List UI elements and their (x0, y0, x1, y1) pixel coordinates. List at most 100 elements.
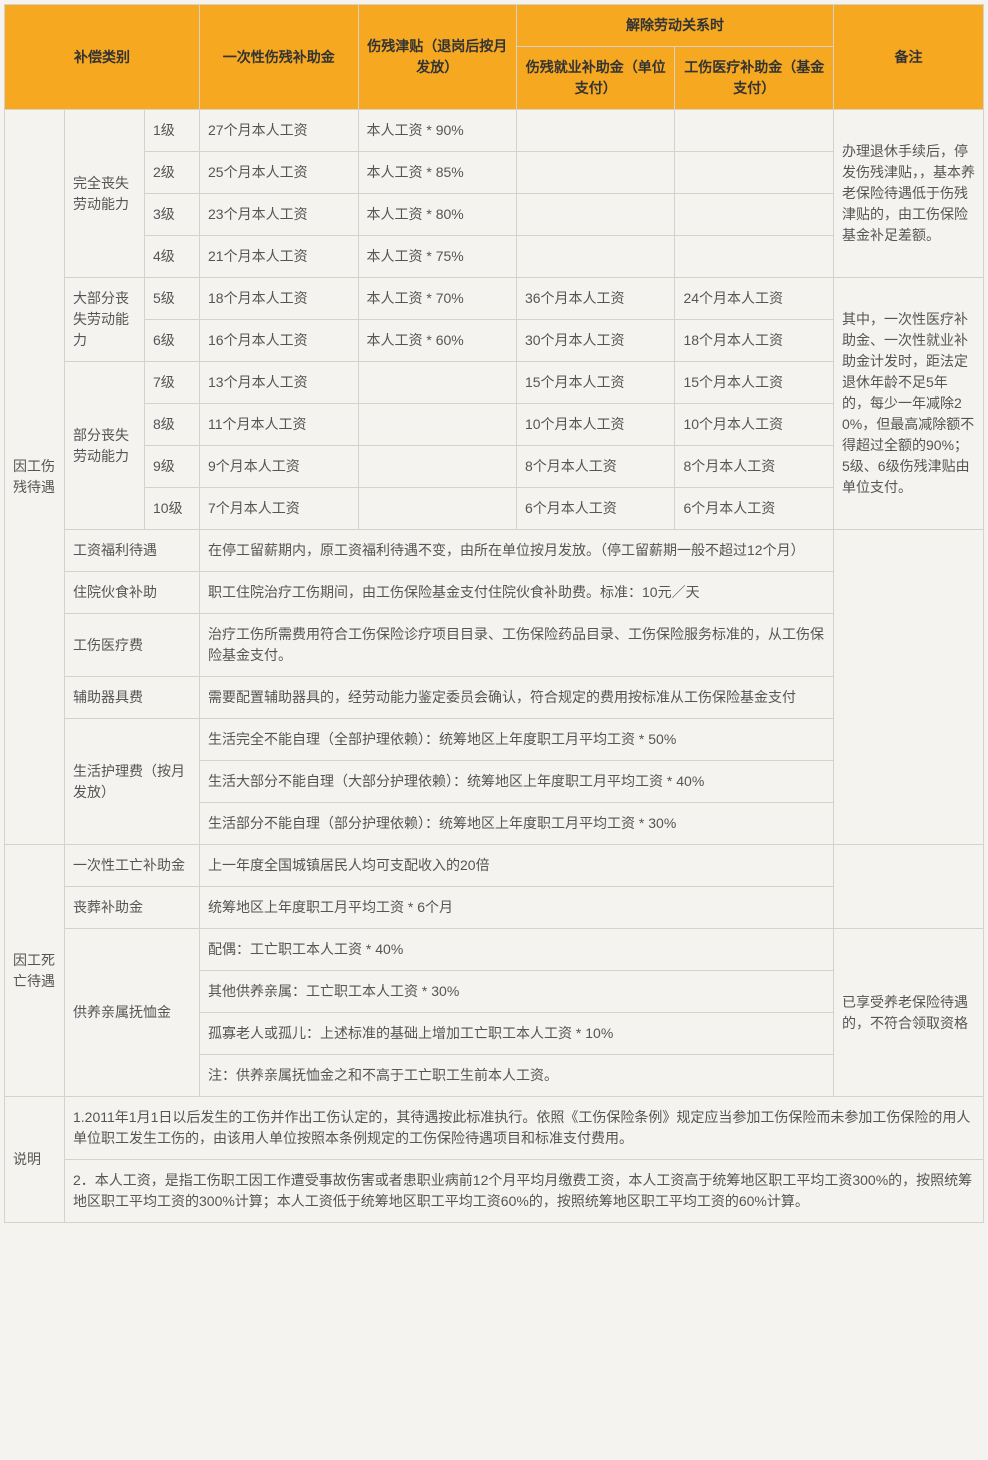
val: 24个月本人工资 (675, 278, 834, 320)
val: 本人工资 * 90% (358, 110, 516, 152)
val: 本人工资 * 60% (358, 320, 516, 362)
compensation-table: 补偿类别 一次性伤残补助金 伤残津贴（退岗后按月发放） 解除劳动关系时 备注 伤… (4, 4, 984, 1223)
label: 工伤医疗费 (65, 614, 200, 677)
label: 工资福利待遇 (65, 530, 200, 572)
val: 6个月本人工资 (516, 488, 674, 530)
val: 注：供养亲属抚恤金之和不高于工亡职工生前本人工资。 (200, 1055, 834, 1097)
lvl: 7级 (145, 362, 200, 404)
label: 住院伙食补助 (65, 572, 200, 614)
val: 23个月本人工资 (200, 194, 358, 236)
val: 10个月本人工资 (516, 404, 674, 446)
row-death-once: 因工死亡待遇 一次性工亡补助金 上一年度全国城镇居民人均可支配收入的20倍 (5, 845, 984, 887)
val: 36个月本人工资 (516, 278, 674, 320)
empty (358, 488, 516, 530)
label: 辅助器具费 (65, 677, 200, 719)
val: 本人工资 * 75% (358, 236, 516, 278)
val: 11个月本人工资 (200, 404, 358, 446)
row-note1: 说明 1.2011年1月1日以后发生的工伤并作出工伤认定的，其待遇按此标准执行。… (5, 1097, 984, 1160)
val: 25个月本人工资 (200, 152, 358, 194)
lvl: 5级 (145, 278, 200, 320)
empty (358, 362, 516, 404)
lvl: 4级 (145, 236, 200, 278)
label: 一次性工亡补助金 (65, 845, 200, 887)
hdr-termination: 解除劳动关系时 (516, 5, 833, 47)
remark2: 其中，一次性医疗补助金、一次性就业补助金计发时，距法定退休年龄不足5年的，每少一… (834, 278, 984, 530)
note2: 2．本人工资，是指工伤职工因工作遭受事故伤害或者患职业病前12个月平均月缴费工资… (65, 1160, 984, 1223)
lvl: 1级 (145, 110, 200, 152)
row-l1: 因工伤残待遇 完全丧失劳动能力 1级 27个月本人工资 本人工资 * 90% 办… (5, 110, 984, 152)
empty (516, 110, 674, 152)
val: 15个月本人工资 (516, 362, 674, 404)
label: 供养亲属抚恤金 (65, 929, 200, 1097)
empty (675, 194, 834, 236)
empty (675, 152, 834, 194)
lvl: 9级 (145, 446, 200, 488)
val: 15个月本人工资 (675, 362, 834, 404)
subcat-full: 完全丧失劳动能力 (65, 110, 145, 278)
val: 9个月本人工资 (200, 446, 358, 488)
val: 10个月本人工资 (675, 404, 834, 446)
hdr-med-subsidy: 工伤医疗补助金（基金支付） (675, 47, 834, 110)
val: 18个月本人工资 (200, 278, 358, 320)
row-dep-a: 供养亲属抚恤金 配偶：工亡职工本人工资 * 40% 已享受养老保险待遇的，不符合… (5, 929, 984, 971)
remark1: 办理退休手续后，停发伤残津贴，，基本养老保险待遇低于伤残津贴的，由工伤保险基金补… (834, 110, 984, 278)
val: 本人工资 * 85% (358, 152, 516, 194)
val: 27个月本人工资 (200, 110, 358, 152)
val: 配偶：工亡职工本人工资 * 40% (200, 929, 834, 971)
empty (358, 404, 516, 446)
empty (675, 110, 834, 152)
label: 丧葬补助金 (65, 887, 200, 929)
val: 本人工资 * 80% (358, 194, 516, 236)
hdr-remark: 备注 (834, 5, 984, 110)
val: 生活大部分不能自理（大部分护理依赖）：统筹地区上年度职工月平均工资 * 40% (200, 761, 834, 803)
notes-title: 说明 (5, 1097, 65, 1223)
cat-death: 因工死亡待遇 (5, 845, 65, 1097)
val: 8个月本人工资 (516, 446, 674, 488)
val: 统筹地区上年度职工月平均工资 * 6个月 (200, 887, 834, 929)
val: 其他供养亲属：工亡职工本人工资 * 30% (200, 971, 834, 1013)
hdr-category: 补偿类别 (5, 5, 200, 110)
subcat-most: 大部分丧失劳动能力 (65, 278, 145, 362)
val: 30个月本人工资 (516, 320, 674, 362)
val: 本人工资 * 70% (358, 278, 516, 320)
empty (834, 530, 984, 845)
note1: 1.2011年1月1日以后发生的工伤并作出工伤认定的，其待遇按此标准执行。依照《… (65, 1097, 984, 1160)
val: 在停工留薪期内，原工资福利待遇不变，由所在单位按月发放。（停工留薪期一般不超过1… (200, 530, 834, 572)
val: 7个月本人工资 (200, 488, 358, 530)
row-wage: 工资福利待遇 在停工留薪期内，原工资福利待遇不变，由所在单位按月发放。（停工留薪… (5, 530, 984, 572)
val: 生活完全不能自理（全部护理依赖）：统筹地区上年度职工月平均工资 * 50% (200, 719, 834, 761)
empty (358, 446, 516, 488)
subcat-partial: 部分丧失劳动能力 (65, 362, 145, 530)
empty (516, 152, 674, 194)
label: 生活护理费（按月发放） (65, 719, 200, 845)
cat-injury: 因工伤残待遇 (5, 110, 65, 845)
lvl: 10级 (145, 488, 200, 530)
death-remark: 已享受养老保险待遇的，不符合领取资格 (834, 929, 984, 1097)
empty (516, 236, 674, 278)
val: 治疗工伤所需费用符合工伤保险诊疗项目目录、工伤保险药品目录、工伤保险服务标准的，… (200, 614, 834, 677)
val: 职工住院治疗工伤期间，由工伤保险基金支付住院伙食补助费。标准：10元／天 (200, 572, 834, 614)
val: 13个月本人工资 (200, 362, 358, 404)
val: 16个月本人工资 (200, 320, 358, 362)
empty (516, 194, 674, 236)
row-note2: 2．本人工资，是指工伤职工因工作遭受事故伤害或者患职业病前12个月平均月缴费工资… (5, 1160, 984, 1223)
val: 上一年度全国城镇居民人均可支配收入的20倍 (200, 845, 834, 887)
empty (675, 236, 834, 278)
val: 6个月本人工资 (675, 488, 834, 530)
lvl: 8级 (145, 404, 200, 446)
lvl: 3级 (145, 194, 200, 236)
val: 需要配置辅助器具的，经劳动能力鉴定委员会确认，符合规定的费用按标准从工伤保险基金… (200, 677, 834, 719)
hdr-allowance: 伤残津贴（退岗后按月发放） (358, 5, 516, 110)
val: 孤寡老人或孤儿：上述标准的基础上增加工亡职工本人工资 * 10% (200, 1013, 834, 1055)
val: 21个月本人工资 (200, 236, 358, 278)
lvl: 2级 (145, 152, 200, 194)
val: 18个月本人工资 (675, 320, 834, 362)
hdr-lumpsum: 一次性伤残补助金 (200, 5, 358, 110)
table-header: 补偿类别 一次性伤残补助金 伤残津贴（退岗后按月发放） 解除劳动关系时 备注 伤… (5, 5, 984, 110)
empty (834, 845, 984, 929)
val: 8个月本人工资 (675, 446, 834, 488)
lvl: 6级 (145, 320, 200, 362)
row-l5: 大部分丧失劳动能力 5级 18个月本人工资 本人工资 * 70% 36个月本人工… (5, 278, 984, 320)
hdr-emp-subsidy: 伤残就业补助金（单位支付） (516, 47, 674, 110)
val: 生活部分不能自理（部分护理依赖）：统筹地区上年度职工月平均工资 * 30% (200, 803, 834, 845)
